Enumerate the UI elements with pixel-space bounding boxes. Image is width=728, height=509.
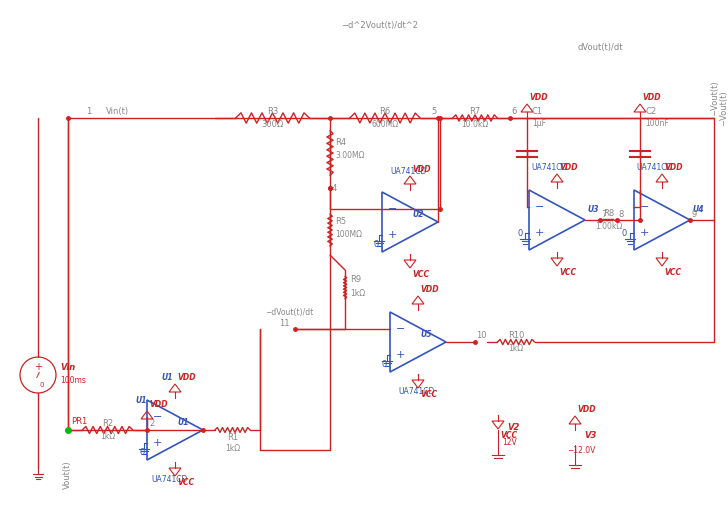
Text: C1: C1 bbox=[532, 107, 543, 116]
Text: −: − bbox=[153, 412, 162, 422]
Text: U4: U4 bbox=[692, 205, 703, 214]
Text: VDD: VDD bbox=[412, 165, 431, 174]
Text: −: − bbox=[535, 203, 545, 212]
Text: Vin: Vin bbox=[60, 363, 75, 372]
Text: VDD: VDD bbox=[420, 285, 439, 294]
Text: R9: R9 bbox=[350, 275, 361, 285]
Text: 8: 8 bbox=[618, 210, 623, 219]
Text: 0: 0 bbox=[382, 359, 387, 369]
Text: UA741CD: UA741CD bbox=[398, 387, 435, 396]
Text: −: − bbox=[640, 203, 649, 212]
Text: R6: R6 bbox=[379, 107, 391, 116]
Text: PR1: PR1 bbox=[71, 417, 87, 426]
Text: −Vout(t): −Vout(t) bbox=[719, 90, 728, 126]
Text: 5: 5 bbox=[432, 107, 437, 116]
Text: R1: R1 bbox=[227, 433, 238, 442]
Text: VDD: VDD bbox=[149, 400, 167, 409]
Text: dVout(t)/dt: dVout(t)/dt bbox=[577, 43, 622, 52]
Text: +: + bbox=[34, 362, 42, 372]
Text: 300Ω: 300Ω bbox=[261, 120, 284, 129]
Text: +: + bbox=[388, 230, 397, 240]
Text: 12V: 12V bbox=[502, 438, 517, 447]
Text: UA741CD: UA741CD bbox=[151, 475, 187, 484]
Text: 1kΩ: 1kΩ bbox=[100, 432, 115, 441]
Text: R3: R3 bbox=[267, 107, 278, 116]
Text: 0: 0 bbox=[40, 382, 44, 388]
Text: 1µF: 1µF bbox=[532, 119, 546, 128]
Text: UA741CD: UA741CD bbox=[390, 167, 427, 176]
Text: V3: V3 bbox=[584, 431, 596, 440]
Text: VDD: VDD bbox=[559, 163, 577, 172]
Text: 3.00MΩ: 3.00MΩ bbox=[335, 151, 365, 160]
Text: 4: 4 bbox=[332, 184, 337, 193]
Text: R2: R2 bbox=[102, 419, 113, 428]
Text: 0: 0 bbox=[517, 229, 522, 238]
Text: 1kΩ: 1kΩ bbox=[350, 289, 365, 297]
Text: +: + bbox=[535, 228, 545, 238]
Text: VCC: VCC bbox=[177, 478, 194, 487]
Text: −: − bbox=[388, 205, 397, 214]
Text: +: + bbox=[640, 228, 649, 238]
Text: C2: C2 bbox=[645, 107, 656, 116]
Text: VDD: VDD bbox=[177, 373, 196, 382]
Text: 10.0kΩ: 10.0kΩ bbox=[462, 120, 488, 129]
Text: 10: 10 bbox=[476, 331, 486, 340]
Text: UA741CD: UA741CD bbox=[636, 163, 673, 172]
Text: −d^2Vout(t)/dt^2: −d^2Vout(t)/dt^2 bbox=[341, 21, 419, 30]
Text: 1.00kΩ: 1.00kΩ bbox=[595, 222, 622, 231]
Text: R5: R5 bbox=[335, 217, 346, 226]
Text: VCC: VCC bbox=[420, 390, 437, 399]
Text: U1: U1 bbox=[135, 396, 146, 405]
Text: 6: 6 bbox=[511, 107, 516, 116]
Text: 1: 1 bbox=[86, 107, 91, 116]
Text: −12.0V: −12.0V bbox=[567, 446, 596, 455]
Text: −Vout(t): −Vout(t) bbox=[711, 80, 719, 116]
Text: VDD: VDD bbox=[642, 93, 660, 102]
Text: +: + bbox=[153, 438, 162, 447]
Text: R10: R10 bbox=[508, 331, 524, 340]
Text: U3: U3 bbox=[587, 205, 598, 214]
Text: 0: 0 bbox=[622, 229, 628, 238]
Text: 1kΩ: 1kΩ bbox=[225, 444, 240, 453]
Text: VDD: VDD bbox=[664, 163, 683, 172]
Text: UA741CD: UA741CD bbox=[531, 163, 567, 172]
Text: 600MΩ: 600MΩ bbox=[371, 120, 398, 129]
Text: 7: 7 bbox=[601, 210, 606, 219]
Text: 100ms: 100ms bbox=[60, 376, 86, 385]
Text: VCC: VCC bbox=[664, 268, 681, 277]
Text: R7: R7 bbox=[470, 107, 480, 116]
Text: VCC: VCC bbox=[559, 268, 576, 277]
Text: Vout(t): Vout(t) bbox=[63, 460, 72, 489]
Text: 9: 9 bbox=[692, 210, 697, 219]
Text: −dVout(t)/dt: −dVout(t)/dt bbox=[265, 308, 313, 318]
Text: V2: V2 bbox=[507, 423, 519, 432]
Text: U1: U1 bbox=[161, 373, 173, 382]
Text: VCC: VCC bbox=[412, 270, 429, 279]
Text: 2: 2 bbox=[149, 419, 154, 428]
Text: −: − bbox=[396, 324, 405, 334]
Text: 0: 0 bbox=[139, 447, 144, 457]
Text: VDD: VDD bbox=[529, 93, 547, 102]
Text: U5: U5 bbox=[420, 330, 432, 339]
Text: R4: R4 bbox=[335, 138, 346, 147]
Text: +: + bbox=[396, 350, 405, 359]
Text: R8: R8 bbox=[603, 209, 614, 218]
Text: 100MΩ: 100MΩ bbox=[335, 230, 362, 239]
Text: U1: U1 bbox=[177, 418, 189, 427]
Text: 100nF: 100nF bbox=[645, 119, 669, 128]
Text: VDD: VDD bbox=[577, 405, 596, 414]
Text: Vin(t): Vin(t) bbox=[106, 107, 129, 116]
Text: 0: 0 bbox=[374, 240, 379, 248]
Text: 11: 11 bbox=[280, 320, 290, 328]
Text: VCC: VCC bbox=[500, 431, 517, 440]
Text: U2: U2 bbox=[412, 210, 424, 219]
Text: 1kΩ: 1kΩ bbox=[508, 344, 523, 353]
